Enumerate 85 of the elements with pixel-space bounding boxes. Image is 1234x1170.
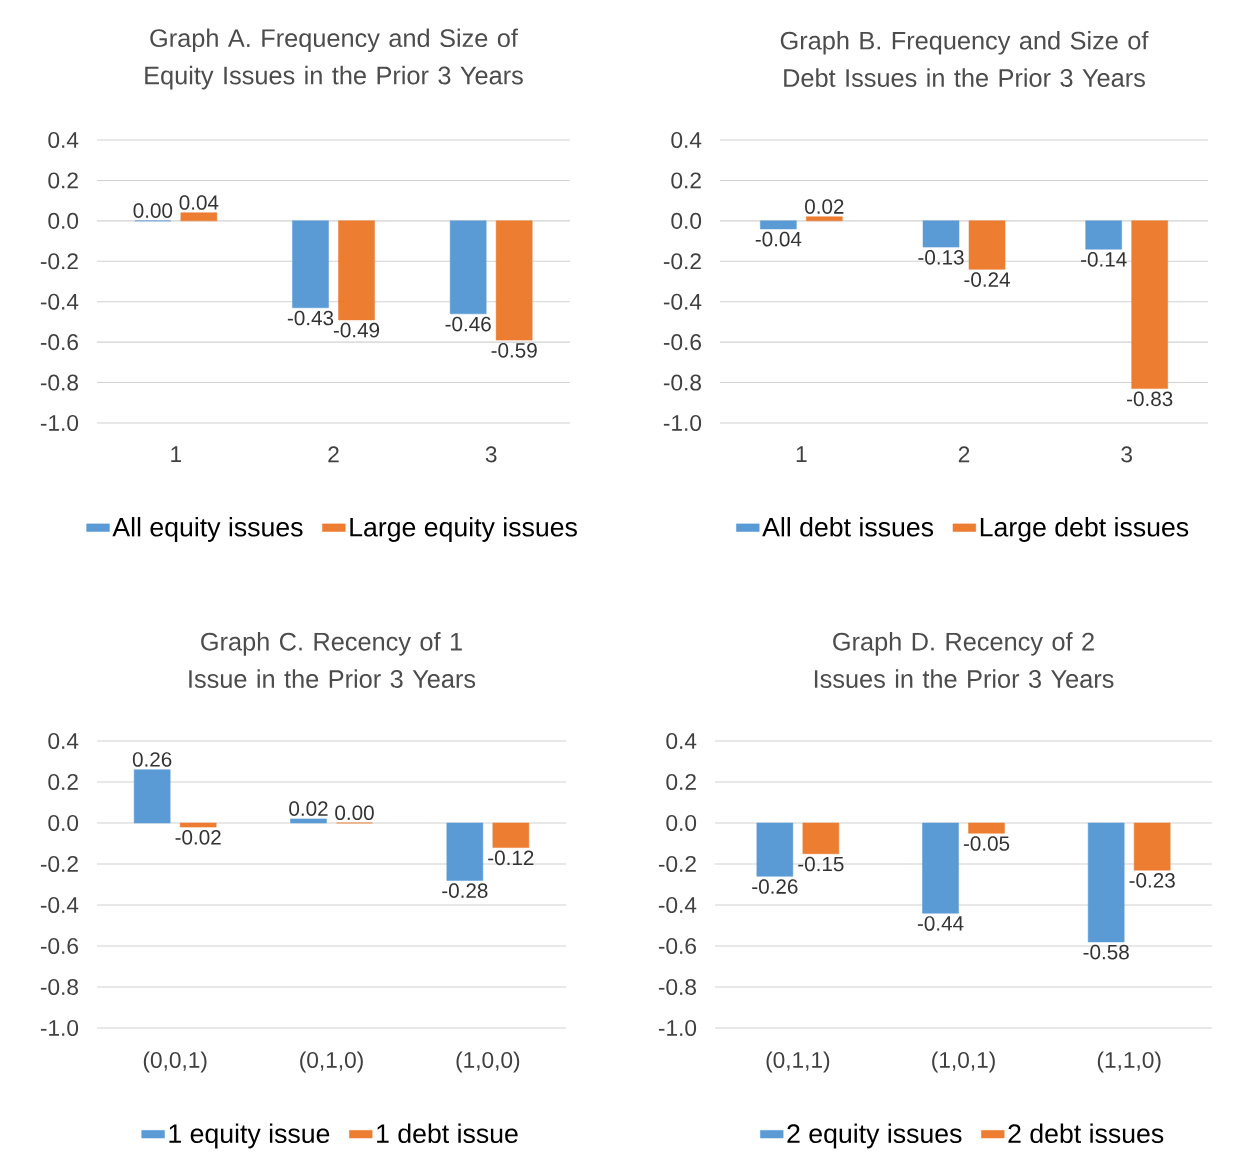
x-tick-label: 3 <box>1121 446 1132 463</box>
data-label: 0.00 <box>133 203 173 218</box>
x-tick-label: (1,1,0) <box>1097 1051 1161 1073</box>
y-tick-label: 0.2 <box>48 172 78 189</box>
chart-title: Graph B. Frequency and Size of Debt Issues in the Prior 3 Years <box>780 31 1149 87</box>
data-label: -0.43 <box>287 310 334 326</box>
y-tick-label: -0.4 <box>658 896 697 914</box>
y-tick-label: -0.6 <box>658 937 696 955</box>
y-tick-label: -0.8 <box>40 978 78 996</box>
chart-title: Graph D. Recency of 2 Issues in the Prior 3 Years <box>814 632 1114 688</box>
y-tick-label: 0.2 <box>666 773 696 791</box>
bar <box>446 822 484 881</box>
data-label: 0.02 <box>289 801 328 816</box>
x-tick-label: (1,0,0) <box>456 1051 520 1073</box>
legend-label: All debt issues <box>762 517 934 537</box>
legend-label: Large debt issues <box>980 517 1189 542</box>
data-label: -0.26 <box>752 879 798 894</box>
bar <box>492 822 530 848</box>
data-label: 0.26 <box>132 752 172 767</box>
legend-label: 2 debt issues <box>1008 1123 1164 1144</box>
data-label: -0.14 <box>1081 252 1127 267</box>
y-tick-label: -0.4 <box>40 896 79 914</box>
data-label: -0.15 <box>798 856 844 872</box>
y-tick-label: -0.2 <box>40 855 78 873</box>
y-tick-label: 0.2 <box>48 773 78 791</box>
y-tick-label: -0.8 <box>40 374 78 391</box>
y-tick-label: 0.2 <box>671 172 701 189</box>
y-tick-label: 0.4 <box>48 131 79 149</box>
y-tick-label: 0.0 <box>671 212 702 229</box>
y-tick-label: -0.6 <box>40 937 78 955</box>
chart-title: Graph C. Recency of 1 Issue in the Prior 3 Years <box>189 632 476 688</box>
y-tick-label: -1.0 <box>40 1019 79 1037</box>
y-tick-label: -0.8 <box>663 374 701 391</box>
x-tick-label: 2 <box>328 446 339 463</box>
bar <box>179 822 217 828</box>
x-tick-label: 3 <box>485 446 497 463</box>
legend-label: All equity issues <box>112 517 303 542</box>
x-tick-label: 1 <box>796 446 807 462</box>
legend-label: 2 equity issues <box>787 1123 962 1149</box>
bar <box>133 769 171 824</box>
y-tick-label: 0.0 <box>666 814 697 832</box>
data-label: -0.58 <box>1083 944 1129 960</box>
data-label: -0.23 <box>1129 873 1175 888</box>
y-tick-label: 0.0 <box>48 814 79 832</box>
legend-label: Large equity issues <box>350 517 577 542</box>
y-tick-label: -0.2 <box>40 253 78 270</box>
y-tick-label: -0.4 <box>40 293 79 310</box>
data-label: -0.83 <box>1127 391 1173 407</box>
y-tick-label: 0.4 <box>671 131 702 149</box>
data-label: -0.44 <box>917 916 964 931</box>
data-label: 0.04 <box>179 195 219 210</box>
data-label: -0.46 <box>445 316 491 332</box>
data-label: 0.00 <box>335 805 374 821</box>
data-label: -0.28 <box>442 883 488 898</box>
x-tick-label: (0,0,1) <box>143 1051 207 1073</box>
y-tick-label: -1.0 <box>663 414 702 432</box>
x-tick-label: (1,0,1) <box>932 1051 995 1073</box>
data-label: -0.13 <box>918 250 964 265</box>
data-label: -0.59 <box>491 343 537 358</box>
x-tick-label: (0,1,1) <box>766 1051 830 1073</box>
y-tick-label: 0.4 <box>48 732 79 750</box>
y-tick-label: 0.0 <box>48 212 79 229</box>
data-label: -0.05 <box>963 836 1010 851</box>
data-label: -0.02 <box>175 830 221 845</box>
y-tick-label: -1.0 <box>40 414 79 432</box>
data-label: -0.49 <box>333 322 380 338</box>
y-tick-label: -0.2 <box>663 253 701 270</box>
data-label: -0.24 <box>964 272 1010 287</box>
y-tick-label: -0.6 <box>663 334 701 351</box>
x-tick-label: (0,1,0) <box>300 1051 363 1073</box>
chart-title: Graph A. Frequency and Size of Equity Issues in the Prior 3 Years <box>145 28 523 90</box>
x-tick-label: 1 <box>171 446 182 462</box>
y-tick-label: -0.4 <box>663 293 702 310</box>
y-tick-label: -0.2 <box>658 855 696 873</box>
data-label: 0.02 <box>805 199 844 214</box>
y-tick-label: -1.0 <box>658 1019 697 1037</box>
y-tick-label: -0.6 <box>40 334 78 351</box>
data-label: -0.04 <box>755 231 802 247</box>
bar <box>290 818 327 824</box>
legend-label: 1 debt issue <box>377 1123 518 1144</box>
legend-label: 1 equity issue <box>169 1123 330 1149</box>
x-tick-label: 2 <box>958 446 970 463</box>
y-tick-label: 0.4 <box>666 732 697 750</box>
data-label: -0.12 <box>488 850 534 866</box>
y-tick-label: -0.8 <box>658 978 696 996</box>
